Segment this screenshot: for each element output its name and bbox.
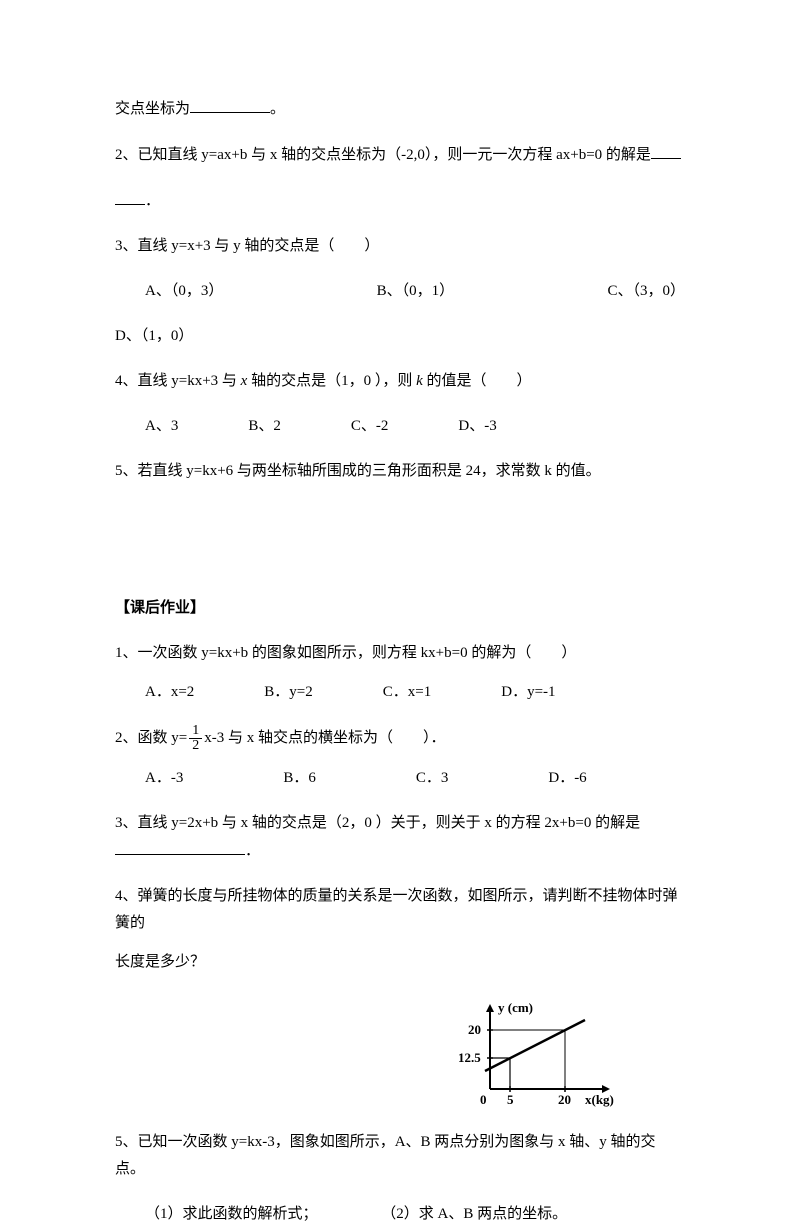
spring-graph-svg: y (cm) x(kg) 20 12.5 0 5 20 bbox=[450, 994, 630, 1114]
graph-ytick-20: 20 bbox=[468, 1022, 481, 1037]
hw2-pre: 2、函数 y= bbox=[115, 730, 187, 746]
hw1-opt-d: D．y=-1 bbox=[501, 679, 555, 706]
q4-text: 4、直线 y=kx+3 与 x 轴的交点是（1，0 ），则 k 的值是（ ） bbox=[115, 368, 685, 395]
hw5-sub1: （1）求此函数的解析式； bbox=[145, 1206, 318, 1222]
hw5-sub2: （2）求 A、B 两点的坐标。 bbox=[381, 1206, 567, 1222]
hw2-post: x-3 与 x 轴交点的横坐标为（ ）． bbox=[204, 730, 445, 746]
q2-text: 2、已知直线 y=ax+b 与 x 轴的交点坐标为（-2,0），则一元一次方程 … bbox=[115, 141, 685, 169]
q3-opt-a: A、（0，3） bbox=[145, 278, 223, 305]
graph-ytick-12-5: 12.5 bbox=[458, 1050, 481, 1065]
q4-options: A、3 B、2 C、-2 D、-3 bbox=[115, 413, 685, 440]
hw2-opt-b: B．6 bbox=[283, 765, 316, 792]
q2-blank-end bbox=[115, 187, 145, 205]
hw1-opt-a: A．x=2 bbox=[145, 679, 194, 706]
hw3-text: 3、直线 y=2x+b 与 x 轴的交点是（2，0 ）关于，则关于 x 的方程 … bbox=[115, 810, 685, 865]
hw4-text: 4、弹簧的长度与所挂物体的质量的关系是一次函数，如图所示，请判断不挂物体时弹簧的 bbox=[115, 883, 685, 937]
q3-opt-d: D、（1，0） bbox=[115, 323, 685, 350]
frac-num: 1 bbox=[189, 724, 202, 739]
frac-den: 2 bbox=[189, 739, 202, 753]
graph-xtick-20: 20 bbox=[558, 1092, 571, 1107]
q1-blank bbox=[190, 95, 270, 113]
graph-origin: 0 bbox=[480, 1092, 487, 1107]
q4-pre: 4、直线 y=kx+3 与 bbox=[115, 373, 241, 389]
q4-opt-b: B、2 bbox=[248, 413, 281, 440]
q3-options: A、（0，3） B、（0，1） C、（3，0） bbox=[115, 278, 685, 305]
spring-graph: y (cm) x(kg) 20 12.5 0 5 20 bbox=[115, 994, 685, 1114]
hw2-opt-c: C．3 bbox=[416, 765, 449, 792]
graph-ylabel: y (cm) bbox=[498, 1000, 533, 1015]
hw1-opt-b: B．y=2 bbox=[264, 679, 312, 706]
hw4-text-line2: 长度是多少？ bbox=[115, 949, 685, 976]
hw1-text: 1、一次函数 y=kx+b 的图象如图所示，则方程 kx+b=0 的解为（ ） bbox=[115, 640, 685, 667]
q3-opt-b: B、（0，1） bbox=[377, 278, 455, 305]
q4-k: k bbox=[416, 373, 423, 389]
hw3-content: 3、直线 y=2x+b 与 x 轴的交点是（2，0 ）关于，则关于 x 的方程 … bbox=[115, 815, 640, 831]
graph-xlabel: x(kg) bbox=[585, 1092, 614, 1107]
q4-opt-d: D、-3 bbox=[458, 413, 496, 440]
q2-blank-start bbox=[651, 141, 681, 159]
q1-prefix: 交点坐标为 bbox=[115, 101, 190, 117]
hw2-fraction: 12 bbox=[189, 724, 202, 753]
q3-opt-c: C、（3，0） bbox=[607, 278, 685, 305]
hw1-opt-c: C．x=1 bbox=[383, 679, 431, 706]
q5-text: 5、若直线 y=kx+6 与两坐标轴所围成的三角形面积是 24，求常数 k 的值… bbox=[115, 458, 685, 485]
q1-fragment: 交点坐标为 。 bbox=[115, 95, 685, 123]
hw5-subquestions: （1）求此函数的解析式； （2）求 A、B 两点的坐标。 bbox=[115, 1201, 685, 1228]
q4-opt-c: C、-2 bbox=[351, 413, 389, 440]
hw2-text: 2、函数 y=12x-3 与 x 轴交点的横坐标为（ ）． bbox=[115, 724, 685, 753]
graph-xtick-5: 5 bbox=[507, 1092, 514, 1107]
hw5-text: 5、已知一次函数 y=kx-3，图象如图所示，A、B 两点分别为图象与 x 轴、… bbox=[115, 1129, 685, 1183]
q1-suffix: 。 bbox=[270, 101, 285, 117]
q2-blank-line: ． bbox=[115, 187, 685, 215]
hw2-opt-d: D．-6 bbox=[548, 765, 586, 792]
homework-title: 【课后作业】 bbox=[115, 595, 685, 622]
q4-mid: 轴的交点是（1，0 ），则 bbox=[247, 373, 416, 389]
q3-text: 3、直线 y=x+3 与 y 轴的交点是（ ） bbox=[115, 233, 685, 260]
hw3-suffix: ． bbox=[245, 843, 260, 859]
q2-content: 2、已知直线 y=ax+b 与 x 轴的交点坐标为（-2,0），则一元一次方程 … bbox=[115, 147, 651, 163]
q4-opt-a: A、3 bbox=[145, 413, 178, 440]
hw1-options: A．x=2 B．y=2 C．x=1 D．y=-1 bbox=[115, 679, 685, 706]
q4-end: 的值是（ ） bbox=[423, 373, 532, 389]
hw2-options: A．-3 B．6 C．3 D．-6 bbox=[115, 765, 685, 792]
hw3-blank bbox=[115, 837, 245, 855]
hw2-opt-a: A．-3 bbox=[145, 765, 183, 792]
